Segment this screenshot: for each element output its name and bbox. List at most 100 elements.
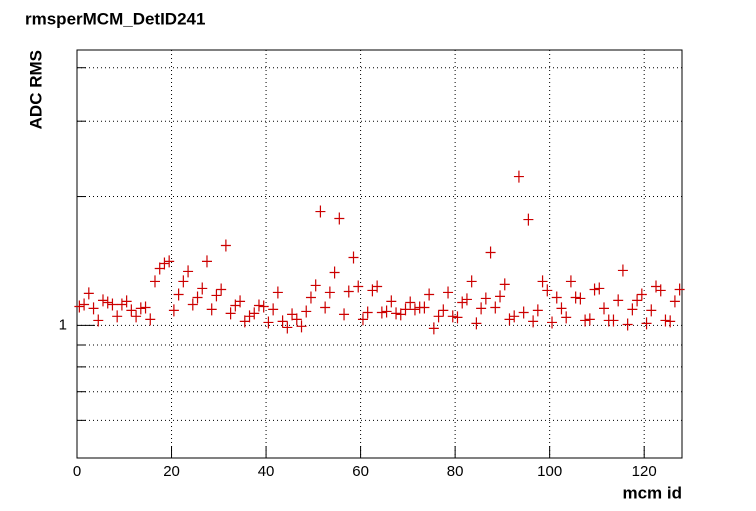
data-point	[154, 262, 165, 275]
data-point	[183, 265, 194, 278]
data-point	[386, 295, 397, 308]
data-point	[353, 280, 364, 293]
data-point	[528, 315, 539, 328]
data-point	[272, 286, 283, 299]
data-point	[405, 296, 416, 309]
x-tick-label: 60	[352, 463, 369, 480]
data-point	[301, 305, 312, 318]
data-point	[310, 279, 321, 292]
data-point	[561, 311, 572, 324]
data-point	[102, 296, 113, 309]
x-tick-label: 40	[258, 463, 275, 480]
data-point	[622, 318, 633, 331]
data-point	[485, 246, 496, 259]
data-point	[457, 296, 468, 309]
data-point	[499, 278, 510, 291]
data-point	[570, 291, 581, 304]
data-point	[461, 293, 472, 306]
x-tick-label: 100	[537, 463, 562, 480]
data-point	[116, 298, 127, 311]
data-point	[339, 308, 350, 321]
data-point	[391, 307, 402, 320]
data-point	[655, 284, 666, 297]
data-point	[466, 275, 477, 288]
x-tick-label: 80	[447, 463, 464, 480]
data-point	[532, 304, 543, 317]
y-axis-label: ADC RMS	[26, 50, 45, 129]
data-point	[268, 303, 279, 316]
data-point	[513, 170, 524, 183]
data-point	[197, 282, 208, 295]
data-point	[599, 302, 610, 315]
data-point	[613, 294, 624, 307]
data-point	[258, 300, 269, 313]
data-point	[452, 311, 463, 324]
data-point	[409, 303, 420, 316]
data-point	[244, 310, 255, 323]
chart-title: rmsperMCM_DetID241	[25, 9, 205, 28]
data-point	[428, 322, 439, 335]
data-point	[447, 310, 458, 323]
data-point	[556, 302, 567, 315]
data-point	[135, 302, 146, 315]
data-point	[542, 284, 553, 297]
data-point	[324, 286, 335, 299]
data-point	[476, 302, 487, 315]
data-point	[518, 306, 529, 319]
data-point	[88, 302, 99, 315]
data-point	[665, 315, 676, 328]
data-point	[178, 275, 189, 288]
data-point	[523, 213, 534, 226]
data-point	[372, 280, 383, 293]
data-point	[617, 264, 628, 277]
data-point	[126, 304, 137, 317]
data-point	[315, 205, 326, 218]
data-point	[140, 301, 151, 314]
data-point	[565, 275, 576, 288]
data-point	[669, 295, 680, 308]
x-tick-label: 0	[73, 463, 81, 480]
data-point	[424, 288, 435, 301]
data-point	[291, 313, 302, 326]
data-point	[343, 285, 354, 298]
data-point	[206, 303, 217, 316]
data-point	[376, 306, 387, 319]
data-point	[348, 251, 359, 264]
data-point	[334, 212, 345, 225]
data-point	[282, 321, 293, 334]
data-point	[490, 301, 501, 314]
data-point	[357, 313, 368, 326]
data-point	[504, 313, 515, 326]
data-point	[187, 298, 198, 311]
y-tick-label: 1	[59, 316, 67, 333]
data-point	[509, 310, 520, 323]
data-point	[112, 310, 123, 323]
data-point	[192, 291, 203, 304]
data-point	[287, 308, 298, 321]
data-point	[480, 292, 491, 305]
data-point	[93, 314, 104, 327]
data-point	[674, 283, 685, 296]
data-point	[547, 316, 558, 329]
data-point	[329, 266, 340, 279]
data-point	[551, 291, 562, 304]
data-point	[97, 294, 108, 307]
data-point	[83, 287, 94, 300]
data-point	[433, 310, 444, 323]
data-point	[121, 295, 132, 308]
data-point	[537, 275, 548, 288]
data-point	[164, 255, 175, 268]
data-point	[443, 286, 454, 299]
data-point	[277, 315, 288, 328]
data-point	[159, 257, 170, 270]
data-point	[296, 320, 307, 333]
data-point	[594, 282, 605, 295]
data-point	[173, 288, 184, 301]
data-point	[632, 294, 643, 307]
plot-frame	[76, 49, 683, 459]
data-point	[381, 305, 392, 318]
x-tick-label: 20	[163, 463, 180, 480]
data-point	[225, 307, 236, 320]
data-point	[419, 301, 430, 314]
